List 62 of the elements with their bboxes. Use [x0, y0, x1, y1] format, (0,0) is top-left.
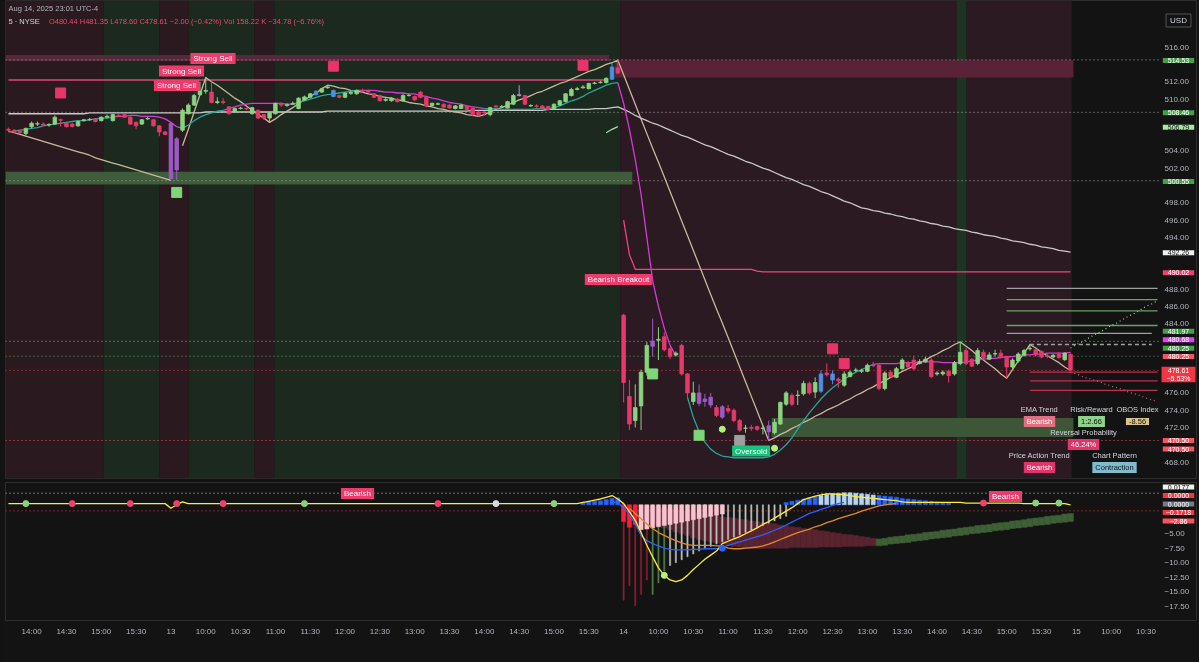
annotation: Bearish: [991, 492, 1020, 501]
x-tick-label: 13:00: [404, 626, 426, 636]
y-tick-label: −12.50: [1164, 572, 1190, 582]
y-tick-label: 494.00: [1164, 232, 1190, 242]
annotation: Bearish: [343, 489, 372, 498]
y-tick-label: 516.00: [1164, 42, 1190, 52]
x-tick-label: 15:00: [996, 626, 1018, 636]
y-tick-label: 474.00: [1164, 405, 1190, 415]
x-tick-label: 11:30: [753, 626, 774, 636]
x-tick-label: 14: [619, 626, 629, 636]
y-tick-label: 468.00: [1164, 457, 1190, 467]
y-tick-label: 476.00: [1164, 388, 1190, 398]
y-tick-label: 510.00: [1164, 94, 1190, 104]
y-tick-label: −10.00: [1164, 558, 1190, 568]
x-tick-label: 15: [1071, 626, 1082, 636]
annotation: Strong Sell: [161, 66, 202, 76]
x-tick-label: 13:30: [439, 626, 461, 636]
y-tick-label: 484.00: [1164, 319, 1190, 329]
y-tick-label: 496.00: [1164, 215, 1190, 225]
text: USD: [1170, 16, 1188, 25]
y-tick-label: 498.00: [1164, 198, 1190, 208]
x-tick-label: 11:00: [265, 626, 286, 636]
x-tick-label: 10:30: [683, 626, 704, 636]
y-tick-label: 502.00: [1164, 163, 1190, 173]
x-tick-label: 13: [166, 626, 176, 636]
x-tick-label: 14:00: [21, 626, 43, 636]
x-tick-label: 14:00: [474, 626, 495, 636]
x-tick-label: 15:30: [126, 626, 147, 636]
y-tick-label: 504.00: [1164, 146, 1190, 156]
x-tick-label: 12:00: [335, 626, 356, 636]
y-tick-label: −15.00: [1164, 587, 1190, 597]
annotation: Bearish Breakout: [587, 275, 650, 284]
x-tick-label: 15:30: [578, 626, 600, 636]
y-tick-label: −7.50: [1164, 543, 1186, 553]
y-tick-label: −5.00: [1164, 529, 1186, 539]
annotation: Strong Sell: [156, 81, 197, 90]
x-tick-label: 13:00: [857, 626, 878, 636]
x-tick-label: 14:30: [56, 626, 77, 636]
x-tick-label: 15:30: [1031, 626, 1053, 636]
x-tick-label: 14:00: [927, 626, 948, 636]
y-tick-label: 488.00: [1164, 284, 1190, 294]
x-tick-label: 11:30: [300, 626, 321, 636]
x-tick-label: 10:00: [648, 626, 670, 636]
annotation: Oversold: [735, 446, 768, 456]
x-tick-label: 10:30: [1135, 626, 1157, 636]
x-tick-label: 12:00: [787, 626, 809, 636]
x-tick-label: 11:00: [718, 626, 739, 636]
x-tick-label: 13:30: [892, 626, 913, 636]
x-tick-label: 12:30: [369, 626, 391, 636]
x-tick-label: 14:30: [509, 626, 530, 636]
annotation: Strong Sell: [193, 54, 233, 63]
x-tick-label: 12:30: [822, 626, 844, 636]
x-tick-label: 14:30: [961, 626, 983, 636]
x-tick-label: 10:30: [230, 626, 252, 636]
x-tick-label: 10:00: [195, 626, 217, 636]
y-tick-label: −17.50: [1164, 601, 1190, 611]
x-tick-label: 15:00: [91, 626, 112, 636]
y-tick-label: 512.00: [1164, 77, 1190, 87]
y-tick-label: 472.00: [1164, 423, 1190, 432]
x-tick-label: 10:00: [1101, 626, 1122, 636]
y-tick-label: 486.00: [1164, 301, 1190, 311]
x-tick-label: 15:00: [543, 626, 565, 636]
